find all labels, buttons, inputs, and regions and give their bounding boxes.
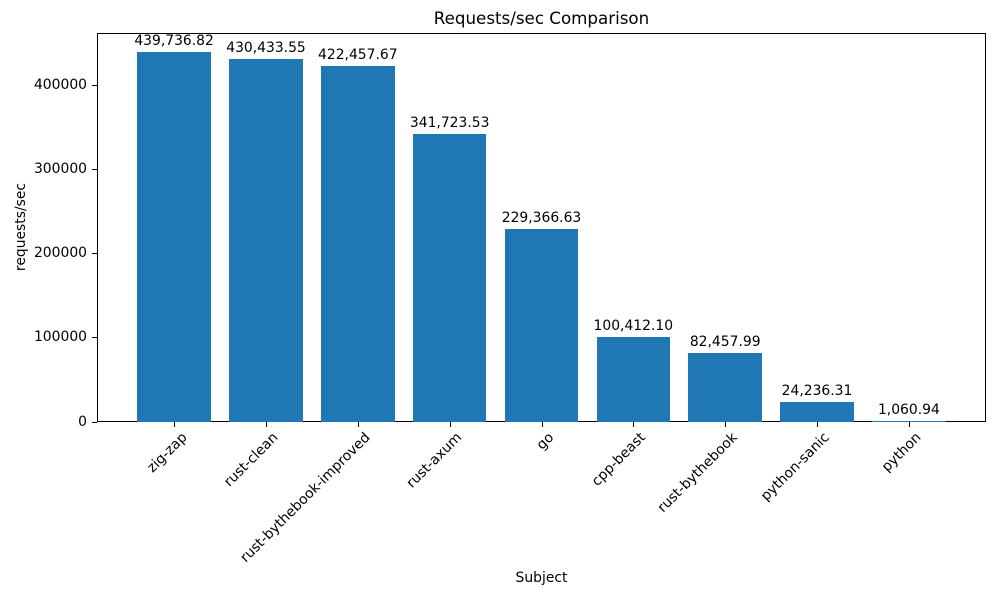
- y-tick-mark: [92, 421, 97, 423]
- x-tick-label-python: python: [879, 429, 925, 476]
- x-tick-mark: [266, 422, 267, 427]
- x-tick-label-zig-zap: zig-zap: [143, 429, 191, 476]
- bar-python-sanic: [780, 402, 854, 422]
- x-tick-label-rust-axum: rust-axum: [403, 429, 466, 492]
- bar-go: [504, 229, 579, 422]
- bar-value-label: 422,457.67: [318, 47, 398, 63]
- x-tick-label-rust-bythebook: rust-bythebook: [654, 429, 742, 516]
- bar-value-label: 1,060.94: [877, 402, 940, 418]
- y-tick-mark: [92, 337, 97, 339]
- bar-value-label: 82,457.99: [689, 334, 761, 350]
- x-tick-mark: [174, 422, 176, 427]
- x-tick-mark: [541, 422, 543, 427]
- x-tick-label-rust-clean: rust-clean: [221, 429, 282, 491]
- x-tick-label-go: go: [533, 429, 558, 454]
- bar-value-label: 229,366.63: [501, 210, 582, 226]
- y-axis-label: requests/sec: [13, 182, 29, 272]
- bar-cpp-beast: [596, 337, 671, 422]
- y-tick-mark: [92, 168, 97, 170]
- bar-python: [872, 421, 946, 422]
- x-tick-mark: [817, 422, 818, 427]
- bar-value-label: 24,236.31: [781, 383, 853, 399]
- x-tick-mark: [725, 422, 727, 427]
- x-tick-mark: [633, 422, 635, 427]
- bar-value-label: 439,736.82: [134, 33, 214, 49]
- bar-value-label: 100,412.10: [593, 318, 674, 334]
- bar-value-label: 341,723.53: [409, 115, 490, 131]
- x-tick-mark: [449, 422, 451, 427]
- bar-zig-zap: [137, 52, 211, 422]
- chart-title: Requests/sec Comparison: [433, 8, 650, 28]
- bar-rust-bythebook-improved: [321, 66, 395, 422]
- x-axis-label: Subject: [515, 570, 568, 586]
- y-tick-label: 100000: [33, 329, 87, 346]
- y-tick-mark: [92, 84, 97, 86]
- bar-value-label: 430,433.55: [226, 40, 306, 56]
- y-tick-label: 300000: [33, 160, 87, 177]
- y-tick-label: 200000: [33, 245, 87, 261]
- y-tick-label: 0: [78, 413, 87, 430]
- y-tick-mark: [92, 253, 97, 254]
- y-tick-label: 400000: [33, 76, 87, 93]
- bar-rust-axum: [412, 134, 487, 422]
- bar-rust-bythebook: [688, 353, 762, 422]
- x-tick-label-cpp-beast: cpp-beast: [589, 429, 650, 490]
- x-tick-label-python-sanic: python-sanic: [758, 429, 833, 505]
- x-tick-mark: [908, 422, 910, 427]
- bar-rust-clean: [229, 59, 303, 422]
- x-tick-mark: [357, 422, 359, 427]
